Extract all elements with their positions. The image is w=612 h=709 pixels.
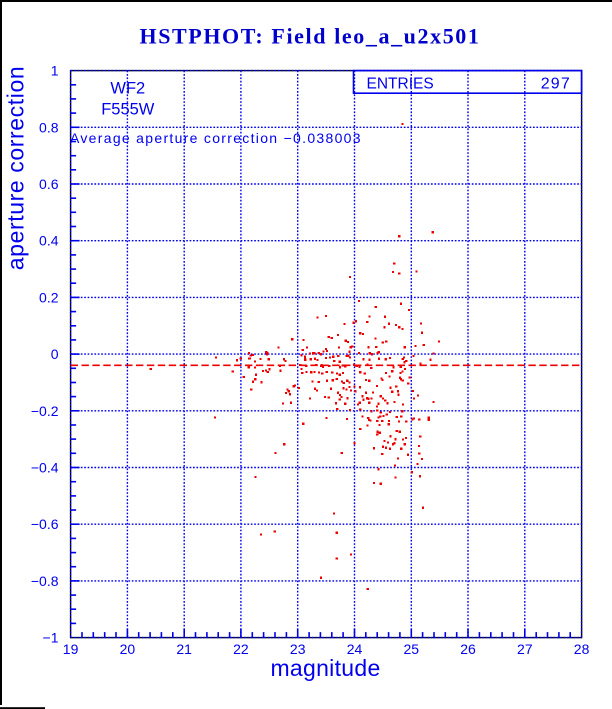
- svg-text:0.8: 0.8: [39, 119, 59, 135]
- svg-text:28: 28: [574, 641, 590, 657]
- svg-text:aperture correction: aperture correction: [3, 66, 29, 270]
- svg-text:22: 22: [233, 641, 249, 657]
- svg-text:20: 20: [120, 641, 136, 657]
- svg-text:24: 24: [347, 641, 363, 657]
- svg-text:magnitude: magnitude: [270, 655, 380, 681]
- svg-text:297: 297: [541, 75, 571, 92]
- svg-text:0: 0: [51, 346, 59, 362]
- svg-text:26: 26: [460, 641, 476, 657]
- svg-text:−0.2: −0.2: [31, 403, 59, 419]
- svg-text:HSTPHOT: Field leo_a_u2x501: HSTPHOT: Field leo_a_u2x501: [139, 24, 480, 49]
- svg-text:25: 25: [403, 641, 419, 657]
- svg-text:ENTRIES: ENTRIES: [367, 75, 434, 92]
- svg-text:−0.8: −0.8: [31, 573, 59, 589]
- svg-text:−0.4: −0.4: [31, 460, 59, 476]
- svg-text:−1: −1: [43, 630, 59, 646]
- svg-text:0.4: 0.4: [39, 233, 59, 249]
- svg-text:0.2: 0.2: [39, 289, 59, 305]
- svg-text:19: 19: [63, 641, 79, 657]
- svg-text:0.6: 0.6: [39, 176, 59, 192]
- svg-text:−0.6: −0.6: [31, 516, 59, 532]
- svg-text:WF2: WF2: [110, 80, 145, 98]
- svg-text:21: 21: [176, 641, 192, 657]
- svg-text:Average aperture correction −0: Average aperture correction −0.038003: [70, 130, 362, 146]
- svg-text:F555W: F555W: [101, 101, 155, 119]
- svg-text:27: 27: [517, 641, 533, 657]
- svg-text:1: 1: [51, 63, 59, 79]
- svg-text:23: 23: [290, 641, 306, 657]
